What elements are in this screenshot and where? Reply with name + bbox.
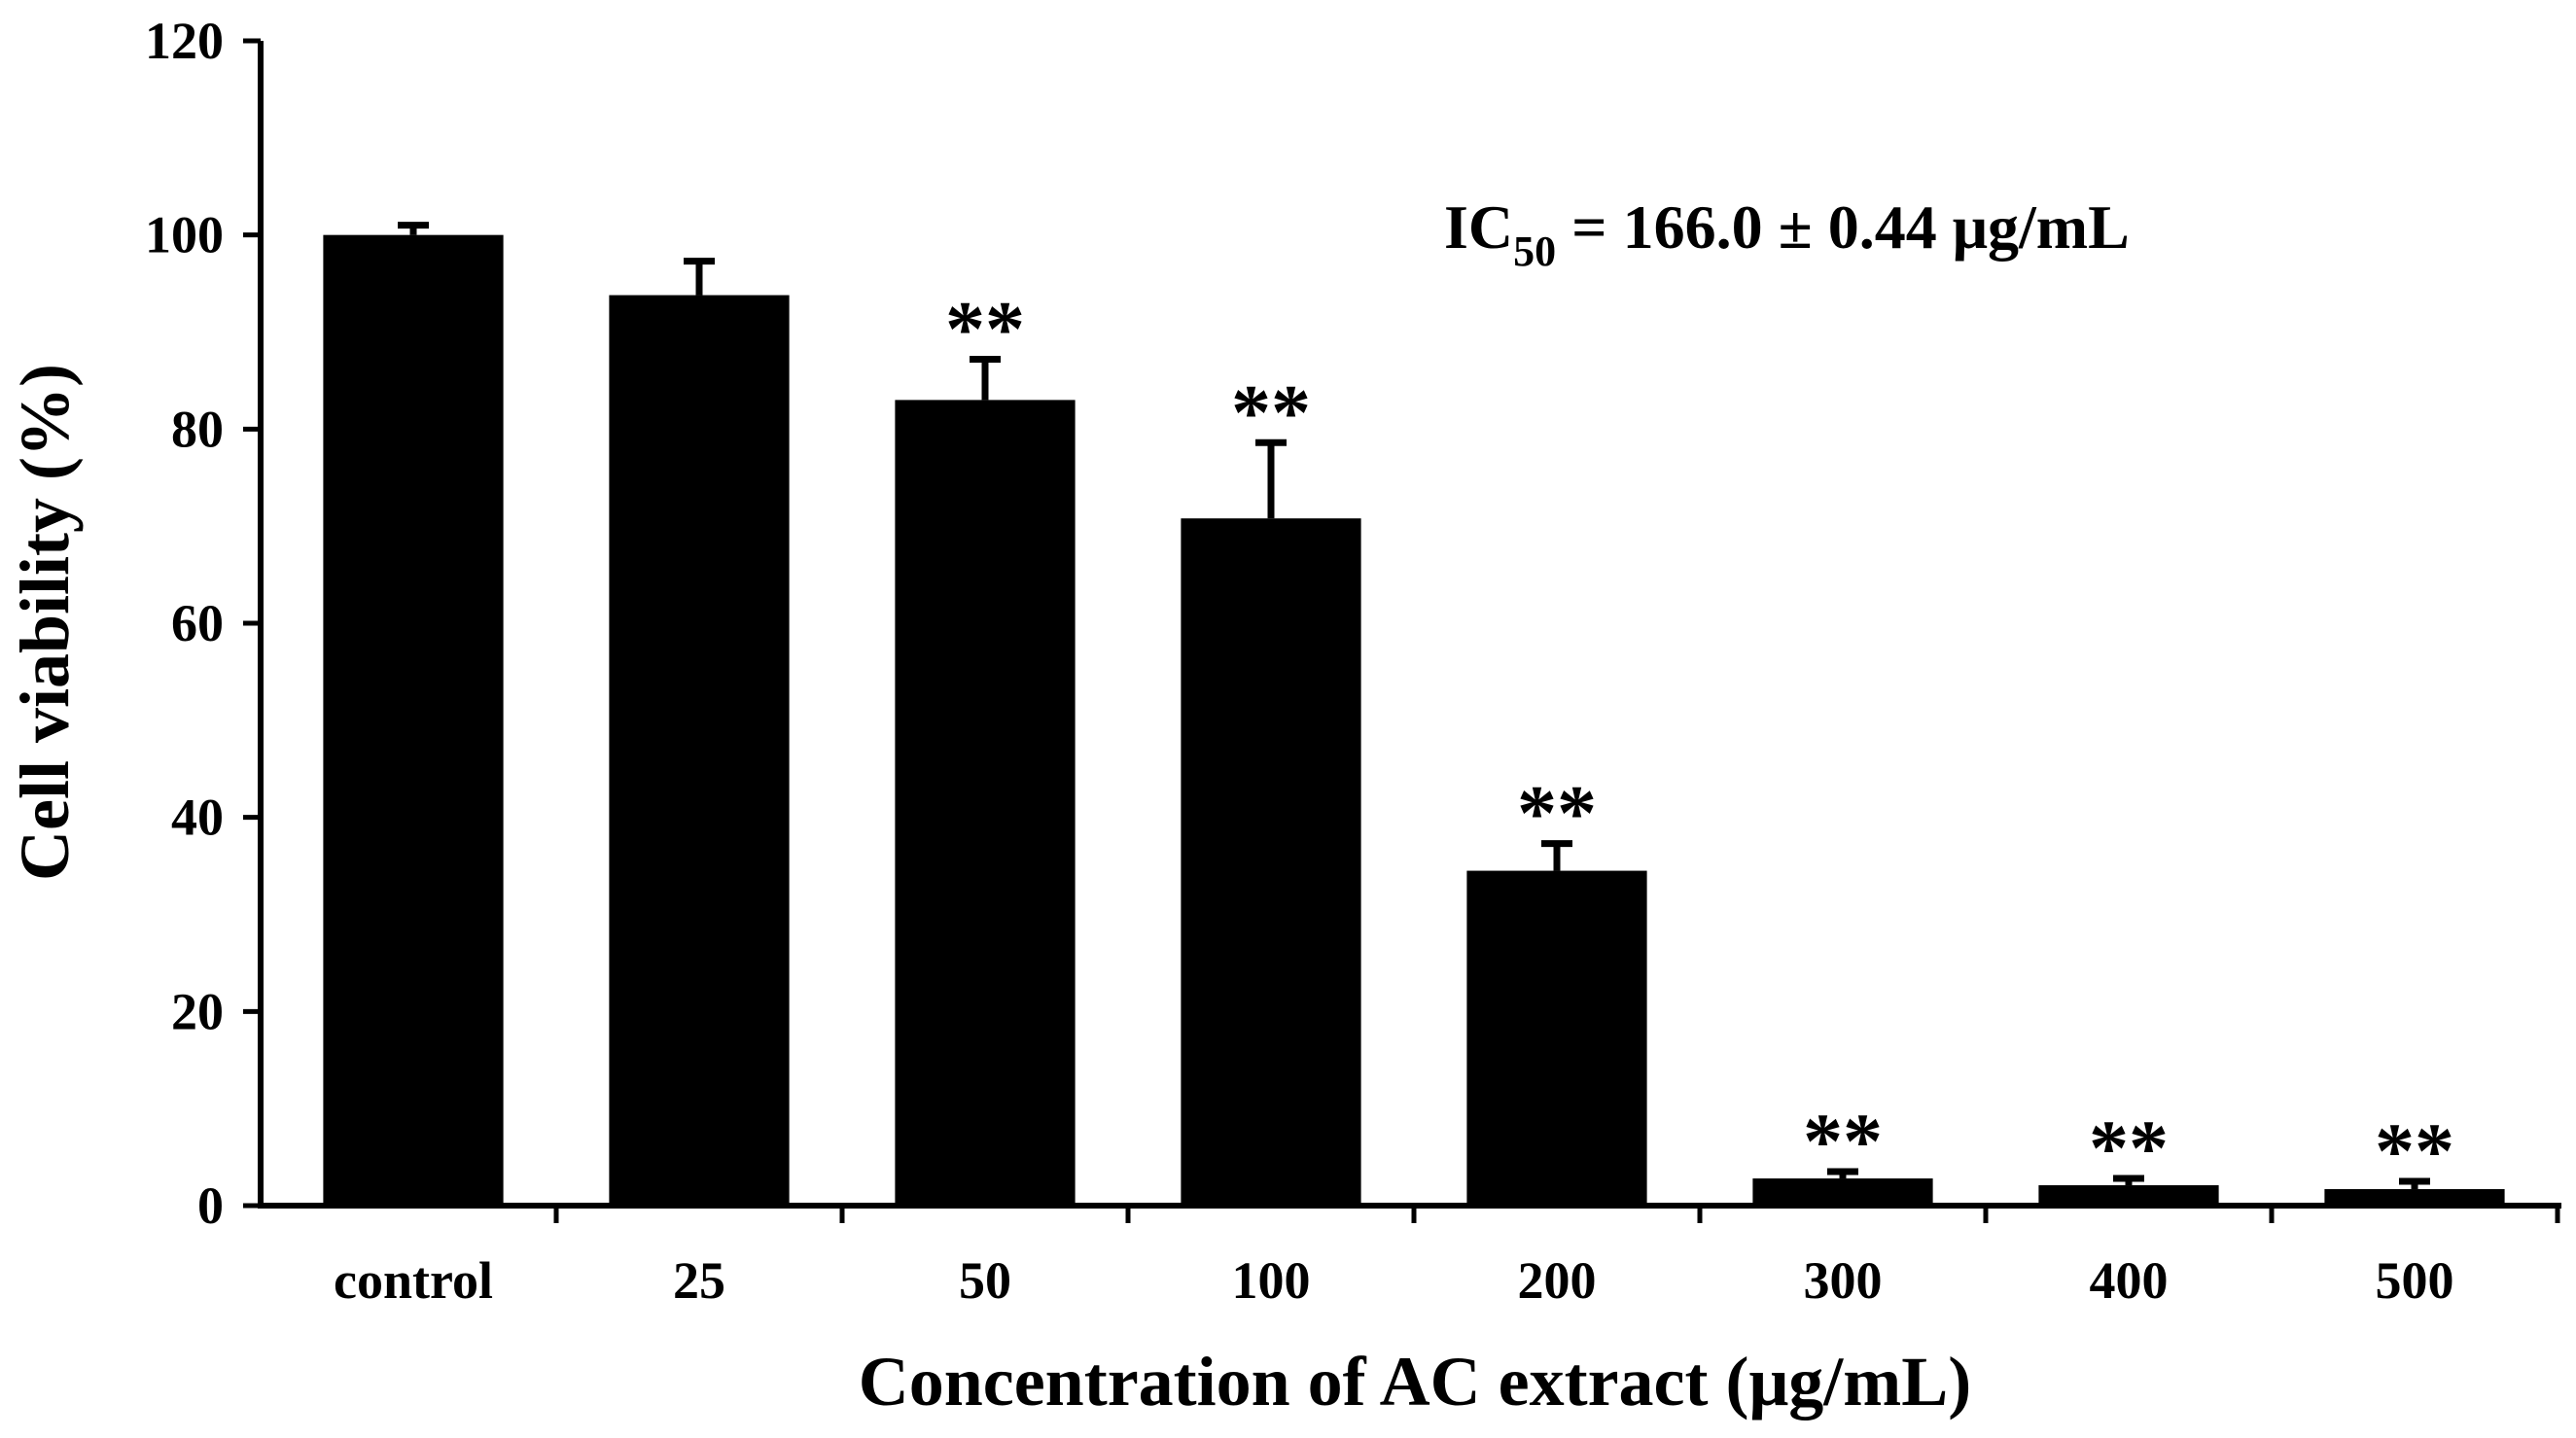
bar <box>323 234 504 1206</box>
y-tick-label: 100 <box>145 206 224 264</box>
ic50-value: = 166.0 ± 0.44 μg/mL <box>1556 193 2130 262</box>
significance-marker: ** <box>945 284 1025 372</box>
x-tick-label: 200 <box>1518 1251 1597 1310</box>
x-tick-label: 100 <box>1232 1251 1311 1310</box>
x-tick-label: 300 <box>1804 1251 1883 1310</box>
x-ticks-layer: control 25 50 100 200 300 400 500 <box>334 1206 2560 1310</box>
x-tick-label: 400 <box>2090 1251 2169 1310</box>
significance-marker: ** <box>2375 1106 2454 1195</box>
y-tick-label: 80 <box>171 400 224 458</box>
x-tick-label: control <box>334 1251 493 1310</box>
x-axis-title: Concentration of AC extract (μg/mL) <box>859 1343 1972 1420</box>
ic50-subscript: 50 <box>1513 228 1556 275</box>
significance-layer: ** ** ** ** ** ** <box>945 284 2454 1195</box>
bar <box>1181 518 1361 1206</box>
y-tick-label: 20 <box>171 982 224 1040</box>
y-axis-title: Cell viability (%) <box>6 364 84 881</box>
bar <box>1752 1178 1933 1206</box>
significance-marker: ** <box>1803 1097 1883 1185</box>
significance-marker: ** <box>1231 368 1311 456</box>
y-tick-label: 0 <box>197 1176 224 1235</box>
y-tick-label: 60 <box>171 594 224 652</box>
bar <box>609 295 790 1206</box>
x-tick-label: 500 <box>2376 1251 2454 1310</box>
bar <box>1466 870 1647 1206</box>
bar <box>2038 1185 2219 1206</box>
ic50-prefix: IC <box>1444 193 1513 262</box>
axes-layer <box>258 41 2561 1209</box>
bar <box>895 400 1076 1207</box>
ic50-annotation: IC50 = 166.0 ± 0.44 μg/mL <box>1444 193 2130 275</box>
y-ticks-layer: 0 20 40 60 80 100 120 <box>145 12 261 1235</box>
bar <box>2324 1189 2505 1206</box>
significance-marker: ** <box>2089 1104 2169 1192</box>
bars-layer <box>323 234 2505 1207</box>
y-tick-label: 40 <box>171 789 224 847</box>
x-tick-label: 50 <box>959 1251 1011 1310</box>
error-bars-layer <box>398 222 2430 1190</box>
y-tick-label: 120 <box>145 12 224 70</box>
x-tick-label: 25 <box>673 1251 725 1310</box>
significance-marker: ** <box>1517 769 1597 858</box>
